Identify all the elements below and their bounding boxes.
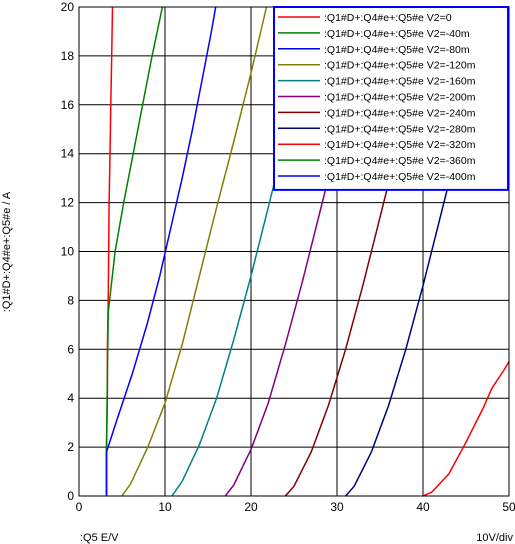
series-line-1 bbox=[105, 6, 164, 496]
y-tick-label: 20 bbox=[61, 0, 75, 14]
y-tick-label: 8 bbox=[67, 293, 74, 307]
legend-label: :Q1#D+:Q4#e+:Q5#e V2=-360m bbox=[324, 155, 476, 167]
y-tick-label: 14 bbox=[61, 147, 75, 161]
x-tick-label: 20 bbox=[244, 500, 258, 514]
legend-label: :Q1#D+:Q4#e+:Q5#e V2=-320m bbox=[324, 139, 476, 151]
y-axis-title: :Q1#D+:Q4#e+:Q5#e / A bbox=[1, 191, 13, 312]
legend-label: :Q1#D+:Q4#e+:Q5#e V2=-400m bbox=[324, 171, 476, 183]
x-tick-label: 50 bbox=[502, 500, 515, 514]
series-line-8 bbox=[422, 361, 510, 497]
series-line-3 bbox=[121, 6, 268, 497]
y-tick-label: 10 bbox=[61, 245, 75, 259]
y-tick-label: 6 bbox=[67, 342, 74, 356]
x-axis-title: :Q5 E/V bbox=[80, 532, 119, 544]
y-tick-label: 18 bbox=[61, 49, 75, 63]
series-lines bbox=[105, 6, 510, 497]
x-tick-labels: 0 10 20 30 40 50 bbox=[76, 500, 515, 514]
legend-label: :Q1#D+:Q4#e+:Q5#e V2=-240m bbox=[324, 107, 476, 119]
x-scale-label: 10V/div bbox=[476, 532, 513, 544]
x-tick-label: 10 bbox=[158, 500, 172, 514]
x-tick-label: 0 bbox=[76, 500, 83, 514]
y-tick-label: 2 bbox=[67, 440, 74, 454]
legend-label: :Q1#D+:Q4#e+:Q5#e V2=0 bbox=[324, 12, 452, 24]
series-line-2 bbox=[105, 6, 217, 496]
legend: :Q1#D+:Q4#e+:Q5#e V2=0 :Q1#D+:Q4#e+:Q5#e … bbox=[273, 6, 509, 191]
y-tick-label: 16 bbox=[61, 98, 75, 112]
y-tick-label: 0 bbox=[67, 489, 74, 503]
y-tick-label: 12 bbox=[61, 196, 75, 210]
x-tick-label: 40 bbox=[416, 500, 430, 514]
legend-label: :Q1#D+:Q4#e+:Q5#e V2=-200m bbox=[324, 92, 476, 104]
legend-label: :Q1#D+:Q4#e+:Q5#e V2=-80m bbox=[324, 44, 470, 56]
x-tick-label: 30 bbox=[330, 500, 344, 514]
legend-label: :Q1#D+:Q4#e+:Q5#e V2=-280m bbox=[324, 123, 476, 135]
legend-label: :Q1#D+:Q4#e+:Q5#e V2=-160m bbox=[324, 76, 476, 88]
legend-label: :Q1#D+:Q4#e+:Q5#e V2=-120m bbox=[324, 60, 476, 72]
legend-label: :Q1#D+:Q4#e+:Q5#e V2=-40m bbox=[324, 28, 470, 40]
y-tick-labels: 0 2 4 6 8 10 12 14 16 18 20 bbox=[61, 0, 75, 503]
y-tick-label: 4 bbox=[67, 391, 74, 405]
